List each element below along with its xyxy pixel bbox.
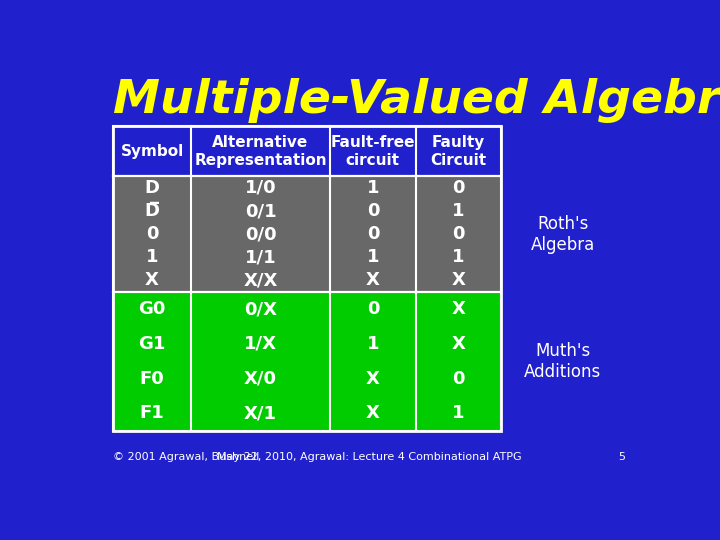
Text: 0/1: 0/1 (245, 202, 276, 220)
Text: 0: 0 (366, 225, 379, 243)
Text: D̅: D̅ (145, 202, 160, 220)
Bar (113, 177, 500, 292)
Text: May 22, 2010, Agrawal: Lecture 4 Combinational ATPG: May 22, 2010, Agrawal: Lecture 4 Combina… (217, 453, 521, 462)
Text: Alternative
Representation: Alternative Representation (194, 135, 327, 167)
Bar (113, 126, 500, 430)
Text: 1: 1 (452, 248, 464, 266)
Text: 1/0: 1/0 (245, 179, 276, 197)
Text: 0: 0 (145, 225, 158, 243)
Text: Roth's
Algebra: Roth's Algebra (531, 215, 595, 254)
Text: 1: 1 (452, 404, 464, 422)
Text: 1: 1 (366, 179, 379, 197)
Text: 1: 1 (145, 248, 158, 266)
Text: © 2001 Agrawal, Bushnell: © 2001 Agrawal, Bushnell (113, 453, 260, 462)
Text: 1: 1 (452, 202, 464, 220)
Text: X: X (451, 300, 465, 318)
Text: D: D (145, 179, 160, 197)
Text: G1: G1 (138, 335, 166, 353)
Text: G0: G0 (138, 300, 166, 318)
Text: F1: F1 (140, 404, 164, 422)
Text: Faulty
Circuit: Faulty Circuit (430, 135, 486, 167)
Text: X: X (145, 272, 159, 289)
Text: 0/0: 0/0 (245, 225, 276, 243)
Bar (113, 126, 500, 177)
Text: 1/X: 1/X (244, 335, 277, 353)
Text: 0: 0 (452, 179, 464, 197)
Text: X/X: X/X (243, 272, 278, 289)
Text: 0: 0 (452, 225, 464, 243)
Text: X/0: X/0 (244, 369, 277, 388)
Text: 0: 0 (366, 300, 379, 318)
Text: 0: 0 (366, 202, 379, 220)
Text: Muth's
Additions: Muth's Additions (524, 342, 601, 381)
Text: 0/X: 0/X (244, 300, 277, 318)
Text: Symbol: Symbol (120, 144, 184, 159)
Text: 1: 1 (366, 335, 379, 353)
Text: F0: F0 (140, 369, 164, 388)
Text: X: X (451, 335, 465, 353)
Text: X: X (366, 404, 380, 422)
Text: X: X (366, 272, 380, 289)
Text: 5: 5 (618, 453, 625, 462)
Text: X/1: X/1 (244, 404, 277, 422)
Text: Multiple-Valued Algebras: Multiple-Valued Algebras (113, 78, 720, 124)
Text: 1: 1 (366, 248, 379, 266)
Text: Fault-free
circuit: Fault-free circuit (330, 135, 415, 167)
Text: X: X (451, 272, 465, 289)
Text: 1/1: 1/1 (245, 248, 276, 266)
Bar (113, 292, 500, 430)
Text: X: X (366, 369, 380, 388)
Text: 0: 0 (452, 369, 464, 388)
